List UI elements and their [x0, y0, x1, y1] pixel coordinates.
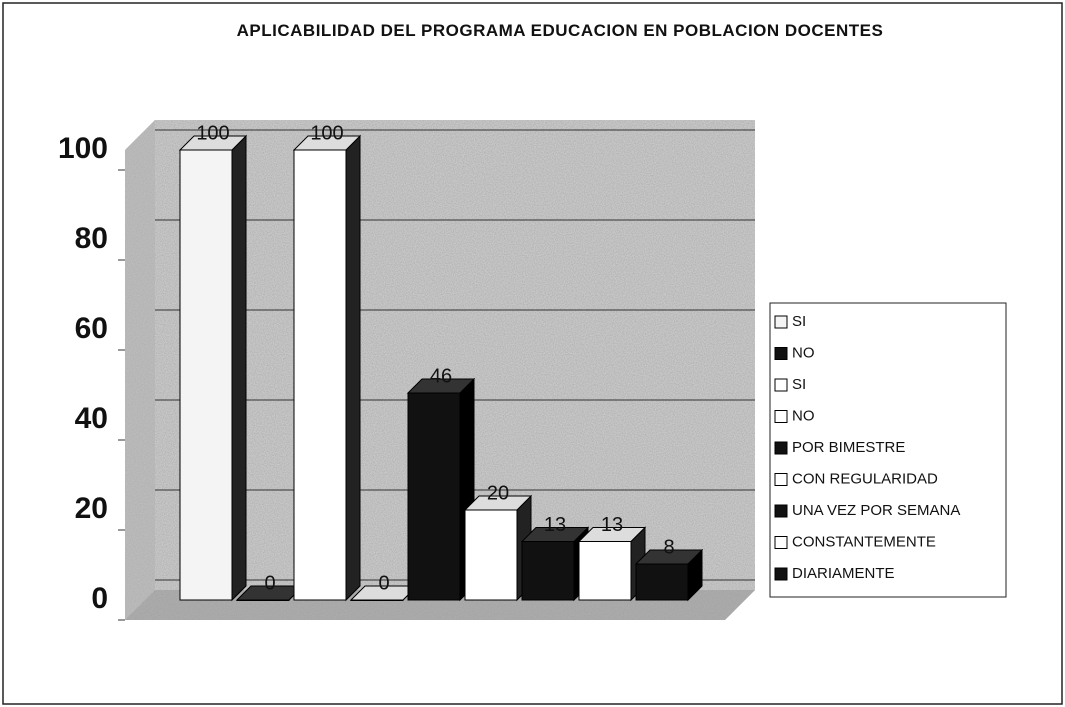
- legend-label: NO: [792, 344, 815, 361]
- data-label: 0: [378, 572, 389, 594]
- legend-swatch: [774, 410, 788, 423]
- y-tick-label: 40: [75, 402, 108, 435]
- data-label: 0: [264, 572, 275, 594]
- legend-label: DIARIAMENTE: [792, 565, 895, 582]
- y-tick-label: 20: [75, 492, 108, 525]
- bar: [293, 149, 347, 601]
- plot-texture: [125, 120, 755, 620]
- legend-swatch: [774, 378, 788, 392]
- legend-label: POR BIMESTRE: [792, 439, 905, 456]
- bar: [236, 599, 290, 601]
- data-label: 8: [663, 536, 674, 558]
- y-tick-label: 100: [58, 132, 108, 165]
- data-label: 13: [601, 514, 623, 536]
- y-tick-label: 0: [91, 582, 108, 615]
- legend-label: CON REGULARIDAD: [792, 470, 938, 487]
- bar: [407, 392, 461, 601]
- legend-label: SI: [792, 313, 806, 330]
- legend-swatch: [774, 473, 788, 486]
- bar-side: [345, 134, 361, 602]
- bar-side: [231, 134, 247, 602]
- data-label: 100: [310, 122, 343, 144]
- side-wall: [125, 120, 155, 620]
- legend-swatch: [774, 347, 788, 360]
- legend-swatch: [774, 536, 788, 549]
- legend-swatch: [774, 504, 788, 518]
- bar: [521, 541, 575, 601]
- legend-swatch: [774, 441, 788, 455]
- data-label: 100: [196, 122, 229, 144]
- bar: [179, 149, 233, 601]
- y-tick-label: 60: [75, 312, 108, 345]
- chart-title: APLICABILIDAD DEL PROGRAMA EDUCACION EN …: [236, 21, 884, 40]
- legend-label: SI: [792, 376, 806, 393]
- legend: [769, 302, 1007, 598]
- legend-label: NO: [792, 407, 815, 424]
- bar: [635, 563, 689, 601]
- plot-area: [125, 120, 755, 620]
- data-label: 13: [544, 514, 566, 536]
- bar: [350, 599, 404, 601]
- data-label: 20: [487, 482, 509, 504]
- legend-label: UNA VEZ POR SEMANA: [792, 502, 960, 519]
- bar: [464, 509, 518, 601]
- legend-swatch: [774, 315, 788, 329]
- y-tick-label: 80: [75, 222, 108, 255]
- data-label: 46: [430, 365, 452, 387]
- legend-label: CONSTANTEMENTE: [792, 533, 936, 550]
- legend-swatch: [774, 567, 788, 581]
- bar: [578, 541, 632, 601]
